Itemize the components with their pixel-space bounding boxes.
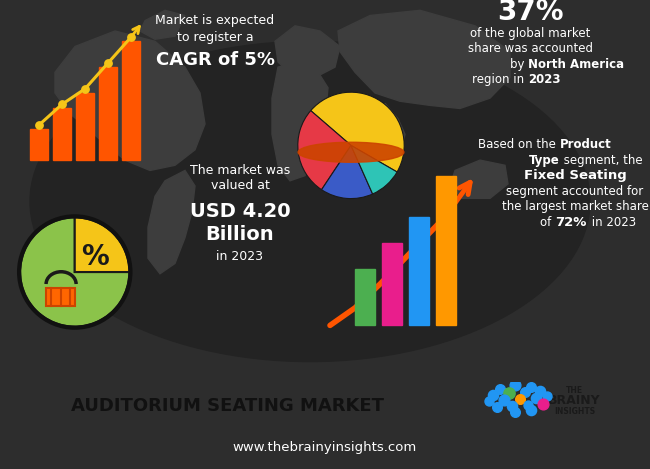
Bar	[30, 129, 48, 160]
Bar	[76, 93, 94, 160]
Text: valued at: valued at	[211, 180, 270, 192]
Point	[80, 85, 90, 92]
Wedge shape	[322, 145, 372, 198]
Point	[538, 400, 549, 408]
Text: in 2023: in 2023	[216, 250, 263, 263]
Polygon shape	[55, 31, 205, 170]
Point	[519, 388, 530, 396]
Point	[510, 408, 521, 416]
Text: region in: region in	[472, 73, 528, 86]
Text: Fixed Seating: Fixed Seating	[524, 169, 627, 182]
Point	[126, 33, 136, 41]
Text: BRAINY: BRAINY	[549, 393, 601, 407]
Polygon shape	[140, 10, 185, 39]
Point	[504, 389, 514, 397]
Point	[523, 401, 533, 408]
Text: 37%: 37%	[497, 0, 564, 26]
Point	[34, 121, 44, 129]
Polygon shape	[450, 160, 508, 198]
Text: to register a: to register a	[177, 30, 254, 44]
Text: USD 4.20: USD 4.20	[190, 202, 291, 221]
Text: The market was: The market was	[190, 164, 290, 177]
Text: INSIGHTS: INSIGHTS	[554, 407, 595, 416]
Point	[57, 100, 67, 108]
Polygon shape	[378, 103, 405, 155]
Text: segment, the: segment, the	[560, 154, 643, 166]
Text: of: of	[540, 216, 555, 228]
Ellipse shape	[30, 41, 590, 362]
Text: of the global market: of the global market	[470, 27, 590, 39]
Wedge shape	[20, 218, 129, 326]
Point	[541, 393, 552, 400]
Point	[484, 397, 494, 405]
Text: www.thebrainyinsights.com: www.thebrainyinsights.com	[233, 441, 417, 454]
Point	[491, 403, 502, 411]
Point	[526, 384, 536, 391]
Point	[507, 402, 517, 409]
Text: Product: Product	[560, 138, 612, 151]
Point	[526, 407, 536, 414]
Text: Based on the: Based on the	[478, 138, 560, 151]
Text: 72%: 72%	[555, 216, 586, 228]
Text: AUDITORIUM SEATING MARKET: AUDITORIUM SEATING MARKET	[71, 397, 384, 415]
Wedge shape	[75, 218, 129, 272]
Point	[495, 385, 505, 393]
Bar	[122, 41, 140, 160]
Text: THE: THE	[566, 386, 583, 394]
Point	[488, 391, 499, 398]
Text: segment accounted for: segment accounted for	[506, 185, 644, 197]
Text: by: by	[510, 58, 528, 70]
Text: share was accounted: share was accounted	[467, 42, 593, 55]
Wedge shape	[311, 92, 404, 172]
Bar	[436, 175, 456, 325]
Text: Billion: Billion	[205, 225, 274, 244]
Bar	[355, 269, 375, 325]
Wedge shape	[351, 145, 397, 194]
Text: Market is expected: Market is expected	[155, 14, 274, 27]
Point	[530, 394, 541, 401]
Polygon shape	[148, 170, 195, 274]
Text: the largest market share: the largest market share	[502, 200, 649, 213]
Point	[499, 396, 510, 404]
Ellipse shape	[298, 142, 404, 162]
Bar	[409, 217, 429, 325]
Point	[103, 59, 113, 67]
Bar	[53, 108, 71, 160]
Wedge shape	[298, 111, 351, 189]
Text: North America: North America	[528, 58, 624, 70]
FancyBboxPatch shape	[46, 288, 75, 306]
Polygon shape	[275, 26, 340, 77]
Polygon shape	[272, 62, 328, 181]
Point	[535, 387, 545, 395]
Text: in 2023: in 2023	[588, 216, 636, 228]
Polygon shape	[338, 10, 510, 108]
Text: 2023: 2023	[528, 73, 560, 86]
Point	[515, 395, 525, 403]
Bar	[382, 243, 402, 325]
Text: CAGR of 5%: CAGR of 5%	[155, 51, 274, 69]
Bar	[99, 67, 117, 160]
Text: %: %	[82, 243, 109, 271]
Point	[510, 382, 521, 389]
Text: Type: Type	[529, 154, 560, 166]
